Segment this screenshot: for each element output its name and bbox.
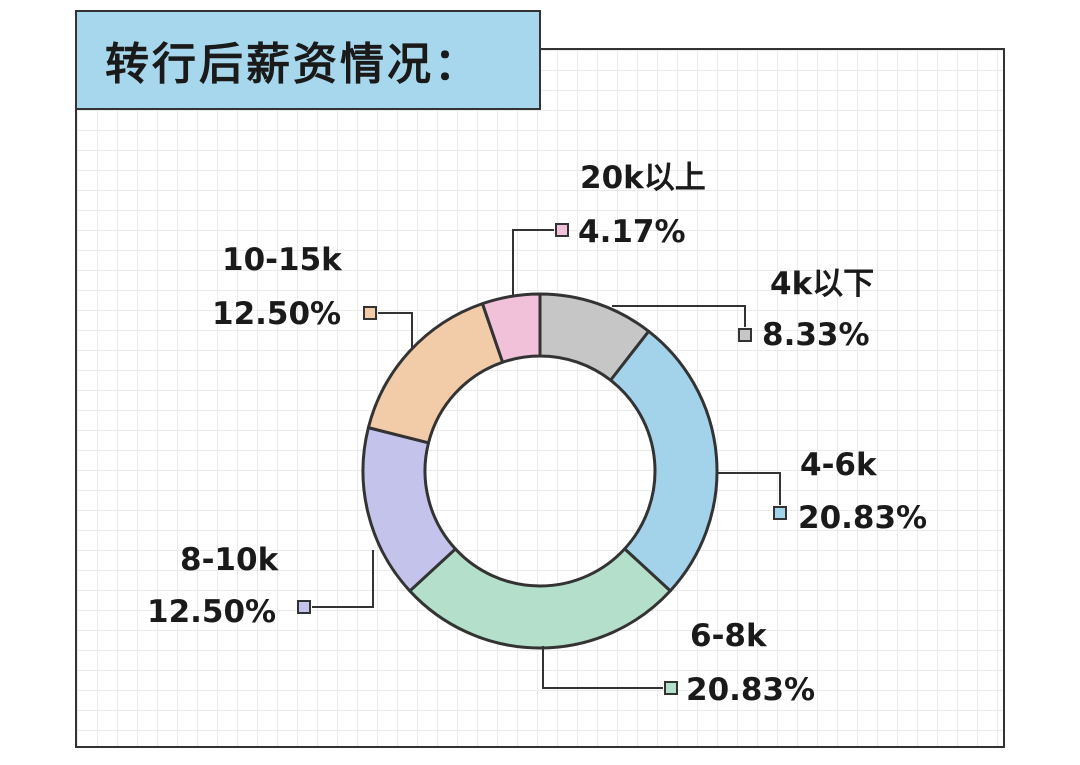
title-box: 转行后薪资情况： <box>75 10 541 110</box>
leader-line-4-6k <box>716 472 781 505</box>
slice-label-20k-above: 20k以上 <box>580 160 706 196</box>
leader-line-6-8k <box>542 646 663 689</box>
slice-value-10-15k: 12.50% <box>212 296 341 332</box>
slice-label-10-15k: 10-15k <box>222 242 343 278</box>
slice-value-8-10k: 12.50% <box>147 594 276 630</box>
leader-line-4k-below <box>612 305 746 327</box>
legend-marker-8-10k <box>297 600 311 614</box>
legend-marker-4-6k <box>773 506 787 520</box>
donut-slice-6-8k <box>408 547 672 650</box>
chart-frame <box>75 48 1005 748</box>
legend-marker-6-8k <box>664 681 678 695</box>
page-title: 转行后薪资情况： <box>105 39 481 90</box>
slice-value-4k-below: 8.33% <box>762 317 870 353</box>
slice-label-6-8k: 6-8k <box>690 618 768 654</box>
legend-marker-10-15k <box>363 306 377 320</box>
donut-slice-10-15k <box>366 302 505 445</box>
slice-label-8-10k: 8-10k <box>180 542 280 578</box>
slice-value-6-8k: 20.83% <box>686 672 815 708</box>
leader-line-8-10k <box>312 550 374 608</box>
slice-label-4k-below: 4k以下 <box>770 266 874 302</box>
slice-value-4-6k: 20.83% <box>798 500 927 536</box>
slice-value-20k-above: 4.17% <box>578 214 686 250</box>
legend-marker-4k-below <box>738 328 752 342</box>
donut-slice-4-6k <box>609 329 719 593</box>
leader-line-20k-above <box>512 229 554 297</box>
donut-slice-20k-above <box>480 292 542 364</box>
legend-marker-20k-above <box>555 223 569 237</box>
leader-line-10-15k <box>378 312 413 350</box>
slice-label-4-6k: 4-6k <box>800 447 878 483</box>
